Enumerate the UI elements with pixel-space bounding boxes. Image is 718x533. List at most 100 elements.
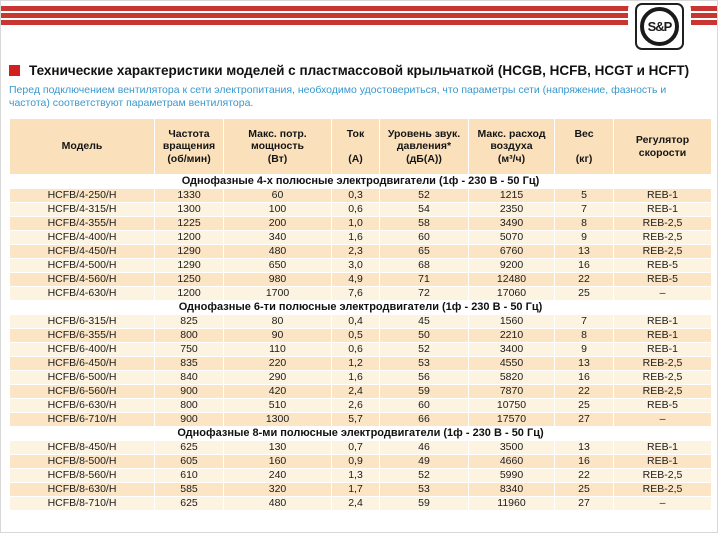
- value-cell: 2,6: [331, 398, 380, 413]
- value-cell: 1200: [154, 230, 224, 245]
- value-cell: 13: [554, 356, 614, 371]
- value-cell: 1,3: [331, 468, 380, 483]
- table-row: HCFB/6-500/H 840 290 1,6 56 5820 16 REB-2,5: [9, 370, 712, 385]
- value-cell: 110: [223, 342, 332, 357]
- value-cell: 9: [554, 342, 614, 357]
- page-title: Технические характеристики моделей с пла…: [29, 63, 690, 78]
- value-cell: 3,0: [331, 258, 380, 273]
- value-cell: 480: [223, 244, 332, 259]
- value-cell: 1200: [154, 286, 224, 301]
- value-cell: 1560: [468, 314, 555, 329]
- value-cell: REB-2,5: [613, 230, 712, 245]
- value-cell: 13: [554, 440, 614, 455]
- table-row: HCFB/6-630/H 800 510 2,6 60 10750 25 REB-5: [9, 398, 712, 413]
- value-cell: 4550: [468, 356, 555, 371]
- value-cell: 22: [554, 384, 614, 399]
- value-cell: REB-2,5: [613, 384, 712, 399]
- value-cell: 100: [223, 202, 332, 217]
- value-cell: REB-1: [613, 328, 712, 343]
- value-cell: REB-1: [613, 188, 712, 203]
- table-row: HCFB/8-710/H 625 480 2,4 59 11960 27–: [9, 496, 712, 511]
- value-cell: 0,6: [331, 202, 380, 217]
- value-cell: 3490: [468, 216, 555, 231]
- table-row: HCFB/6-560/H 900 420 2,4 59 7870 22 REB-2,5: [9, 384, 712, 399]
- value-cell: 58: [379, 216, 469, 231]
- value-cell: 610: [154, 468, 224, 483]
- table-row: HCFB/4-450/H 1290 480 2,3 65 6760 13 REB-2,5: [9, 244, 712, 259]
- value-cell: 7,6: [331, 286, 380, 301]
- model-cell: HCFB/6-710/H: [9, 412, 155, 427]
- model-cell: HCFB/4-500/H: [9, 258, 155, 273]
- value-cell: 340: [223, 230, 332, 245]
- value-cell: 0,3: [331, 188, 380, 203]
- value-cell: 1290: [154, 258, 224, 273]
- value-cell: 17060: [468, 286, 555, 301]
- model-cell: HCFB/6-315/H: [9, 314, 155, 329]
- value-cell: 13: [554, 244, 614, 259]
- model-cell: HCFB/4-355/H: [9, 216, 155, 231]
- value-cell: 52: [379, 342, 469, 357]
- value-cell: 160: [223, 454, 332, 469]
- value-cell: –: [613, 412, 712, 427]
- value-cell: 72: [379, 286, 469, 301]
- value-cell: 25: [554, 398, 614, 413]
- value-cell: 200: [223, 216, 332, 231]
- value-cell: 56: [379, 370, 469, 385]
- table-row: HCFB/8-560/H 610 240 1,3 52 5990 22 REB-2,5: [9, 468, 712, 483]
- value-cell: 4,9: [331, 272, 380, 287]
- value-cell: 52: [379, 188, 469, 203]
- value-cell: 800: [154, 328, 224, 343]
- value-cell: 60: [379, 230, 469, 245]
- value-cell: 900: [154, 384, 224, 399]
- value-cell: 8340: [468, 482, 555, 497]
- table-row: HCFB/6-450/H 835 220 1,2 53 4550 13 REB-2,5: [9, 356, 712, 371]
- value-cell: 3400: [468, 342, 555, 357]
- column-header: Частота вращения (об/мин): [154, 118, 224, 175]
- red-stripe: [1, 6, 717, 11]
- value-cell: 1,6: [331, 370, 380, 385]
- value-cell: 4660: [468, 454, 555, 469]
- value-cell: 5: [554, 188, 614, 203]
- model-cell: HCFB/4-450/H: [9, 244, 155, 259]
- table-row: HCFB/6-400/H 750 110 0,6 52 3400 9 REB-1: [9, 342, 712, 357]
- value-cell: 46: [379, 440, 469, 455]
- header-row: Модель Частота вращения (об/мин) Макс. пот…: [9, 118, 712, 175]
- model-cell: HCFB/8-560/H: [9, 468, 155, 483]
- brand-topbar: S&P: [1, 1, 717, 53]
- value-cell: 6760: [468, 244, 555, 259]
- value-cell: 17570: [468, 412, 555, 427]
- model-cell: HCFB/6-630/H: [9, 398, 155, 413]
- value-cell: 52: [379, 468, 469, 483]
- table-row: HCFB/6-355/H 800 90 0,5 50 2210 8 REB-1: [9, 328, 712, 343]
- model-cell: HCFB/6-560/H: [9, 384, 155, 399]
- table-row: HCFB/4-250/H 1330 60 0,3 52 1215 5 REB-1: [9, 188, 712, 203]
- value-cell: 59: [379, 496, 469, 511]
- value-cell: 5070: [468, 230, 555, 245]
- value-cell: 50: [379, 328, 469, 343]
- value-cell: 71: [379, 272, 469, 287]
- value-cell: 9: [554, 230, 614, 245]
- value-cell: 480: [223, 496, 332, 511]
- model-cell: HCFB/8-630/H: [9, 482, 155, 497]
- value-cell: 7: [554, 202, 614, 217]
- spec-table-body: Однофазные 4-х полюсные электродвигатели…: [9, 174, 712, 511]
- value-cell: REB-5: [613, 258, 712, 273]
- value-cell: 1700: [223, 286, 332, 301]
- value-cell: 220: [223, 356, 332, 371]
- value-cell: 80: [223, 314, 332, 329]
- value-cell: 900: [154, 412, 224, 427]
- table-row: HCFB/6-315/H 825 80 0,4 45 1560 7 REB-1: [9, 314, 712, 329]
- model-cell: HCFB/6-500/H: [9, 370, 155, 385]
- value-cell: 7870: [468, 384, 555, 399]
- value-cell: REB-1: [613, 202, 712, 217]
- value-cell: 16: [554, 370, 614, 385]
- value-cell: 25: [554, 482, 614, 497]
- value-cell: REB-1: [613, 342, 712, 357]
- value-cell: 22: [554, 468, 614, 483]
- table-row: HCFB/8-630/H 585 320 1,7 53 8340 25 REB-2,5: [9, 482, 712, 497]
- value-cell: –: [613, 496, 712, 511]
- column-header: Макс. потр. мощность (Вт): [223, 118, 332, 175]
- value-cell: 60: [223, 188, 332, 203]
- value-cell: 1250: [154, 272, 224, 287]
- column-header: Модель: [9, 118, 155, 175]
